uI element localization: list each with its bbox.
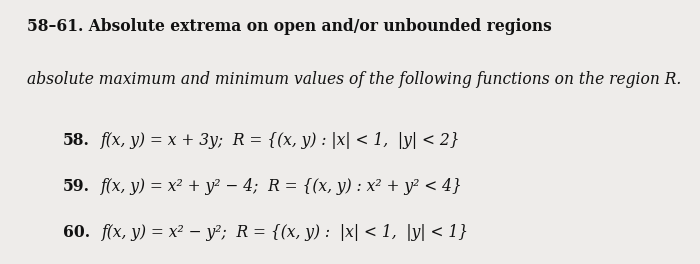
Text: 58–61. Absolute extrema on open and/or unbounded regions: 58–61. Absolute extrema on open and/or u… [27,18,556,35]
Text: f(x, y) = x² − y²;  R = {(x, y) :  |x| < 1,  |y| < 1}: f(x, y) = x² − y²; R = {(x, y) : |x| < 1… [102,224,468,241]
Text: 58.: 58. [63,132,90,149]
Text: f(x, y) = x² + y² − 4;  R = {(x, y) : x² + y² < 4}: f(x, y) = x² + y² − 4; R = {(x, y) : x² … [102,178,463,195]
Text: 60.: 60. [63,224,90,241]
Text: absolute maximum and minimum values of the following functions on the region R.: absolute maximum and minimum values of t… [27,71,681,88]
Text: 59.: 59. [63,178,90,195]
Text: f(x, y) = x + 3y;  R = {(x, y) : |x| < 1,  |y| < 2}: f(x, y) = x + 3y; R = {(x, y) : |x| < 1,… [102,132,461,149]
